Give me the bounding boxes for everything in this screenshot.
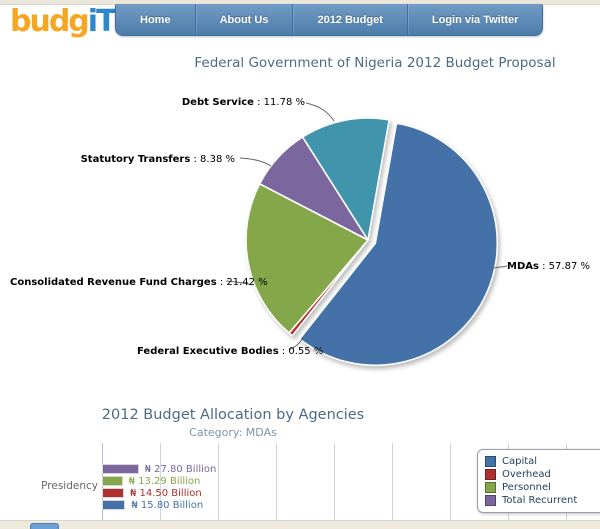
pie-label-statutory-transfers: Statutory Transfers : 8.38 % xyxy=(75,154,235,165)
pie-label-federal-executive-bodies: Federal Executive Bodies : 0.55 % xyxy=(137,346,323,357)
bar-capital[interactable] xyxy=(103,501,125,509)
legend-label: Capital xyxy=(502,456,538,467)
partially-visible-button[interactable] xyxy=(30,523,59,529)
leader-line-statutory-transfers xyxy=(239,157,272,167)
legend-label: Overhead xyxy=(502,469,551,480)
bar-group-presidency: ₦ 27.80 Billion ₦ 13.29 Billion ₦ 14.50 Bi… xyxy=(103,463,216,511)
nav-item-home[interactable]: Home xyxy=(140,13,171,26)
bar-value-label-total-recurrent: ₦ 27.80 Billion xyxy=(144,463,217,475)
bottom-strip xyxy=(0,520,600,529)
bar-chart-legend: Capital Overhead Personnel Total Recurrent xyxy=(477,449,600,513)
bar-chart-title: 2012 Budget Allocation by Agencies xyxy=(101,407,365,423)
pie-label-mdas: MDAs : 57.87 % xyxy=(507,261,590,272)
nav-item-2012-budget[interactable]: 2012 Budget xyxy=(292,4,406,35)
legend-label: Total Recurrent xyxy=(502,495,578,506)
bar-value-label-capital: ₦ 15.80 Billion xyxy=(131,499,204,511)
nav-bar: Home About Us 2012 Budget Login via Twit… xyxy=(115,4,544,36)
bar-value-label-personnel: ₦ 13.29 Billion xyxy=(128,475,201,487)
logo[interactable]: budgiT xyxy=(10,4,117,39)
y-axis-label-presidency: Presidency xyxy=(41,480,98,492)
legend-item-capital[interactable]: Capital xyxy=(485,455,597,468)
pie-chart-title: Federal Government of Nigeria 2012 Budge… xyxy=(194,55,556,71)
bar-row: ₦ 27.80 Billion xyxy=(103,463,216,475)
legend-swatch-capital xyxy=(485,456,496,467)
pie-slice-consolidated-revenue-fund-charges[interactable] xyxy=(245,183,369,334)
pie-label-value: : 21.42 % xyxy=(216,277,268,288)
bar-total-recurrent[interactable] xyxy=(103,465,138,473)
pie-label-name: Statutory Transfers xyxy=(80,154,191,165)
legend-item-total-recurrent[interactable]: Total Recurrent xyxy=(485,494,597,507)
pie-slice-mdas[interactable] xyxy=(298,122,499,367)
pie-label-debt-service: Debt Service : 11.78 % xyxy=(120,97,305,108)
pie-label-value: : 0.55 % xyxy=(278,346,324,357)
bar-row: ₦ 13.29 Billion xyxy=(103,475,216,487)
pie-label-name: Federal Executive Bodies xyxy=(137,346,279,357)
logo-text-it: iT xyxy=(87,4,117,39)
bar-row: ₦ 14.50 Billion xyxy=(103,487,216,499)
bar-personnel[interactable] xyxy=(103,477,122,485)
nav-item-login-via-twitter[interactable]: Login via Twitter xyxy=(406,4,543,35)
legend-swatch-overhead xyxy=(485,469,496,480)
pie-label-value: : 11.78 % xyxy=(253,97,305,108)
bar-chart-subtitle: Category: MDAs xyxy=(189,426,277,439)
bar-overhead[interactable] xyxy=(103,489,123,497)
legend-item-personnel[interactable]: Personnel xyxy=(485,481,597,494)
leader-line-debt-service xyxy=(305,102,335,122)
legend-swatch-personnel xyxy=(485,482,496,493)
pie-slice-debt-service[interactable] xyxy=(301,117,390,241)
bar-row: ₦ 15.80 Billion xyxy=(103,499,216,511)
pie-label-value: : 57.87 % xyxy=(538,261,590,272)
logo-text-budg: budg xyxy=(10,4,90,39)
pie-label-name: MDAs xyxy=(507,261,539,272)
pie-label-name: Debt Service xyxy=(181,97,254,108)
pie-label-name: Consolidated Revenue Fund Charges xyxy=(10,277,217,288)
legend-label: Personnel xyxy=(502,482,551,493)
bar-value-label-overhead: ₦ 14.50 Billion xyxy=(129,487,202,499)
legend-item-overhead[interactable]: Overhead xyxy=(485,468,597,481)
legend-swatch-total-recurrent xyxy=(485,495,496,506)
nav-item-about-us[interactable]: About Us xyxy=(194,4,293,35)
pie-label-value: : 8.38 % xyxy=(190,154,235,165)
pie-label-consolidated-revenue-fund-charges: Consolidated Revenue Fund Charges : 21.4… xyxy=(10,277,268,288)
